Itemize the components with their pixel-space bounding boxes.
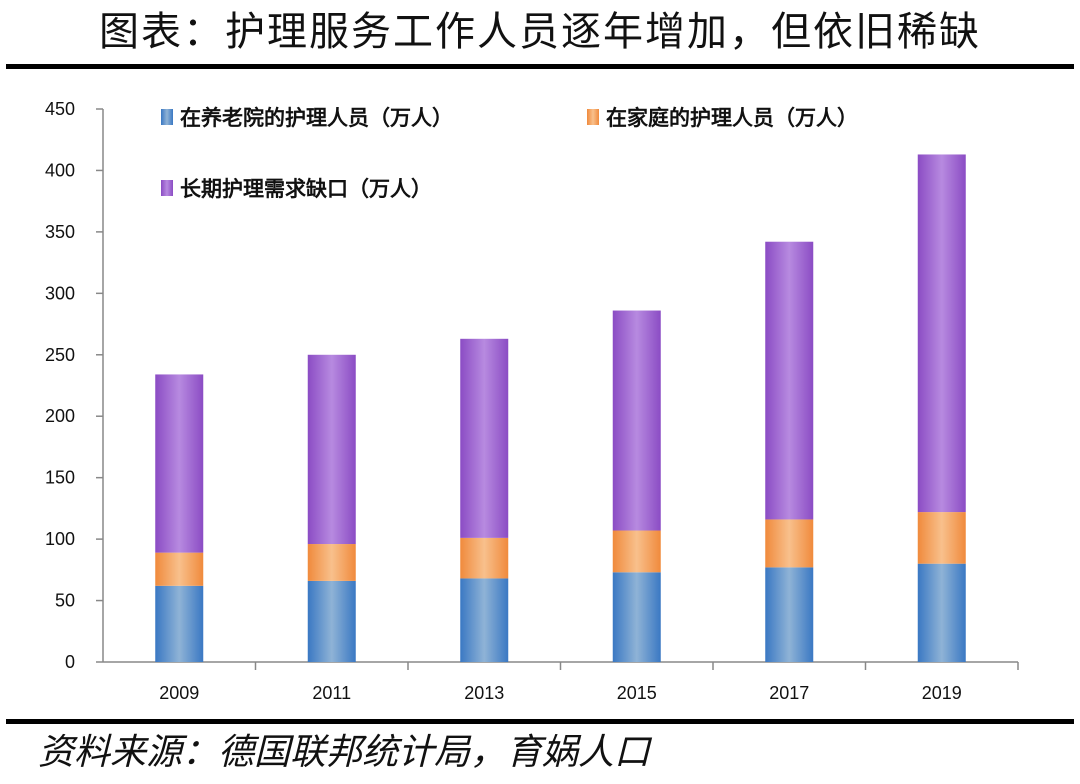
bar-segment	[460, 578, 509, 662]
y-tick-label: 400	[45, 160, 75, 180]
y-tick-label: 100	[45, 529, 75, 549]
bar-segment	[307, 580, 356, 662]
x-tick-label: 2013	[464, 683, 504, 703]
legend-swatch	[161, 180, 173, 196]
legend-swatch	[587, 109, 599, 125]
bar-segment	[765, 567, 814, 662]
bar-segment	[155, 552, 204, 586]
legend-swatch	[161, 109, 173, 125]
y-tick-label: 450	[45, 99, 75, 119]
y-tick-label: 250	[45, 345, 75, 365]
y-tick-label: 50	[55, 591, 75, 611]
bar-segment	[917, 154, 966, 513]
bar-segment	[765, 241, 814, 520]
x-tick-label: 2015	[617, 683, 657, 703]
bar-segment	[460, 338, 509, 538]
y-tick-label: 0	[65, 652, 75, 672]
bar-segment	[612, 310, 661, 531]
bar-segment	[307, 354, 356, 545]
bar-segment	[155, 374, 204, 553]
bar-segment	[612, 530, 661, 573]
legend-label: 在家庭的护理人员（万人）	[606, 106, 858, 130]
bar-segment	[917, 512, 966, 564]
x-tick-label: 2017	[769, 683, 809, 703]
y-tick-label: 150	[45, 468, 75, 488]
x-tick-label: 2011	[312, 683, 351, 703]
source-note: 资料来源：德国联邦统计局，育娲人口	[38, 732, 651, 773]
y-tick-label: 200	[45, 406, 75, 426]
bar-segment	[155, 585, 204, 662]
y-tick-label: 300	[45, 283, 75, 303]
bar-segment	[612, 572, 661, 662]
x-tick-label: 2019	[922, 683, 962, 703]
legend-label: 在养老院的护理人员（万人）	[180, 106, 453, 130]
footer-rule	[6, 719, 1074, 724]
title-rule	[6, 64, 1074, 69]
bar-segment	[307, 544, 356, 581]
bar-segment	[765, 519, 814, 568]
legend-label: 长期护理需求缺口（万人）	[180, 177, 432, 201]
stacked-bar-chart: 0 50 100 150 200 250 300 350 400 450 2009 2011 2013 2…	[45, 99, 1019, 703]
y-tick-label: 350	[45, 222, 75, 242]
bar-segment	[460, 537, 509, 579]
chart-title: 图表：护理服务工作人员逐年增加，但依旧稀缺	[99, 9, 981, 55]
x-tick-label: 2009	[159, 683, 199, 703]
bar-segment	[917, 563, 966, 662]
